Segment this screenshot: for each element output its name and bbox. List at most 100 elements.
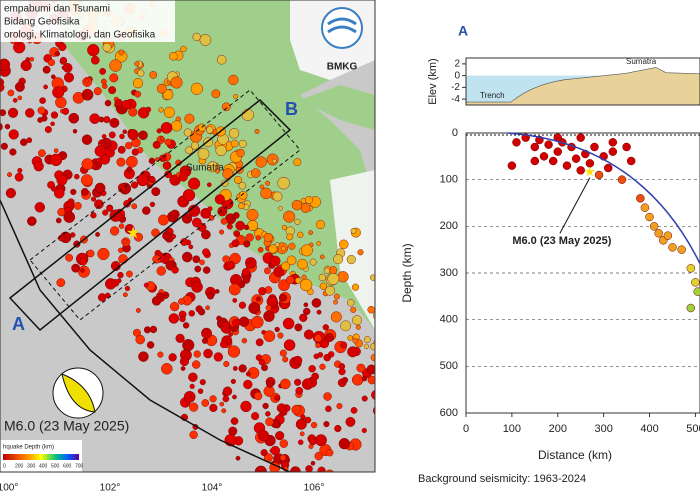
seismicity-dot xyxy=(55,96,67,109)
seismicity-dot xyxy=(291,472,296,477)
map-frame xyxy=(0,0,376,473)
seismicity-dot xyxy=(279,293,287,302)
seismicity-dot xyxy=(97,293,107,302)
seismicity-dot xyxy=(122,292,128,298)
seismicity-dot xyxy=(131,203,138,210)
seismicity-dot xyxy=(70,232,76,238)
seismicity-dot xyxy=(37,106,46,115)
seismicity-dot xyxy=(356,363,366,373)
seismicity-dot xyxy=(346,299,355,307)
seismicity-dot xyxy=(260,187,272,200)
seismicity-dot xyxy=(284,484,291,491)
seismicity-dot xyxy=(309,258,317,266)
seismicity-dot xyxy=(182,322,190,329)
seismicity-dot xyxy=(382,319,392,329)
seismicity-dot xyxy=(221,102,231,112)
seismicity-dot xyxy=(231,239,240,248)
seismicity-dot xyxy=(378,280,387,289)
x-tick-label: 0 xyxy=(463,423,469,435)
seismicity-dot xyxy=(265,411,271,417)
seismicity-dot xyxy=(279,349,287,357)
seismicity-dot xyxy=(71,263,81,273)
seismicity-dot xyxy=(251,168,261,178)
seismicity-dot xyxy=(219,229,225,235)
seismicity-dot xyxy=(294,218,301,225)
seismicity-dot xyxy=(175,333,185,343)
colorbar-tick-label: 600 xyxy=(63,463,72,469)
seismicity-dot xyxy=(382,345,388,351)
event-star: ★ xyxy=(584,164,596,179)
seismicity-dot xyxy=(219,401,225,407)
seismicity-dot xyxy=(223,360,230,368)
seismicity-dot xyxy=(236,148,245,158)
seismicity-dot xyxy=(263,232,273,243)
seismicity-dot xyxy=(297,439,304,446)
seismicity-dot xyxy=(14,81,25,92)
epicenter: ★ xyxy=(126,225,140,242)
seismicity-dot xyxy=(293,355,303,366)
seismicity-dot xyxy=(352,315,362,326)
seismicity-dot xyxy=(209,395,217,403)
header-line: Bidang Geofisika xyxy=(4,17,80,28)
hypocenter xyxy=(640,203,650,212)
seismicity-dot xyxy=(363,336,371,344)
seismicity-dot xyxy=(9,148,17,156)
elev-frame xyxy=(465,57,700,106)
seismicity-dot xyxy=(315,342,321,349)
seismicity-dot xyxy=(333,293,340,300)
seismicity-dot xyxy=(308,230,313,235)
seismicity-dot xyxy=(427,349,435,357)
seismicity-dot xyxy=(4,123,11,130)
seismicity-dot xyxy=(199,379,206,386)
seismicity-dot xyxy=(259,184,265,190)
seismicity-dot xyxy=(182,189,196,202)
seismicity-dot xyxy=(33,161,44,172)
seismicity-dot xyxy=(12,98,18,103)
seismicity-dot xyxy=(266,379,274,388)
seismicity-dot xyxy=(7,172,12,178)
x-tick-label: 300 xyxy=(594,423,612,435)
seismicity-dot xyxy=(314,451,323,461)
seismicity-dot xyxy=(241,338,247,344)
seismicity-dot xyxy=(20,59,32,72)
seismicity-dot xyxy=(118,254,128,264)
seismicity-dot xyxy=(0,58,11,71)
seismicity-dot xyxy=(245,371,251,377)
seismicity-dot xyxy=(255,156,267,168)
seismicity-dot xyxy=(124,224,135,235)
seismicity-dot xyxy=(255,235,261,241)
seismicity-dot xyxy=(317,466,326,472)
seismicity-dot xyxy=(279,454,287,461)
seismicity-dot xyxy=(122,238,128,244)
seismicity-dot xyxy=(178,172,188,182)
seismicity-dot xyxy=(188,244,194,250)
hypocenter xyxy=(585,159,595,168)
seismicity-dot xyxy=(428,379,436,387)
seismicity-dot xyxy=(135,334,145,345)
seismicity-dot xyxy=(214,289,220,294)
seismicity-dot xyxy=(199,34,212,46)
seismicity-dot xyxy=(300,244,313,257)
seismicity-dot xyxy=(378,298,385,305)
seismicity-dot xyxy=(178,298,185,305)
seismicity-dot xyxy=(118,223,125,229)
seismicity-dot xyxy=(34,202,45,213)
seismicity-dot xyxy=(97,247,110,260)
seismicity-dot xyxy=(80,188,89,196)
seismicity-dot xyxy=(96,157,102,164)
seismicity-dot xyxy=(319,363,326,370)
seismicity-dot xyxy=(72,128,78,134)
seismicity-dot xyxy=(255,338,264,347)
hypocenter xyxy=(539,152,549,161)
seismicity-dot xyxy=(265,417,274,427)
lon-label: 104° xyxy=(202,483,223,494)
hypocenter xyxy=(626,156,636,166)
seismicity-dot xyxy=(151,187,161,197)
seismicity-dot xyxy=(367,375,375,385)
seismicity-dot xyxy=(222,395,230,403)
seismicity-dot xyxy=(334,424,342,433)
seismicity-dot xyxy=(47,58,56,67)
seismicity-dot xyxy=(152,140,161,149)
seismicity-dot xyxy=(228,74,239,86)
elev-tick-label: -4 xyxy=(451,94,460,105)
